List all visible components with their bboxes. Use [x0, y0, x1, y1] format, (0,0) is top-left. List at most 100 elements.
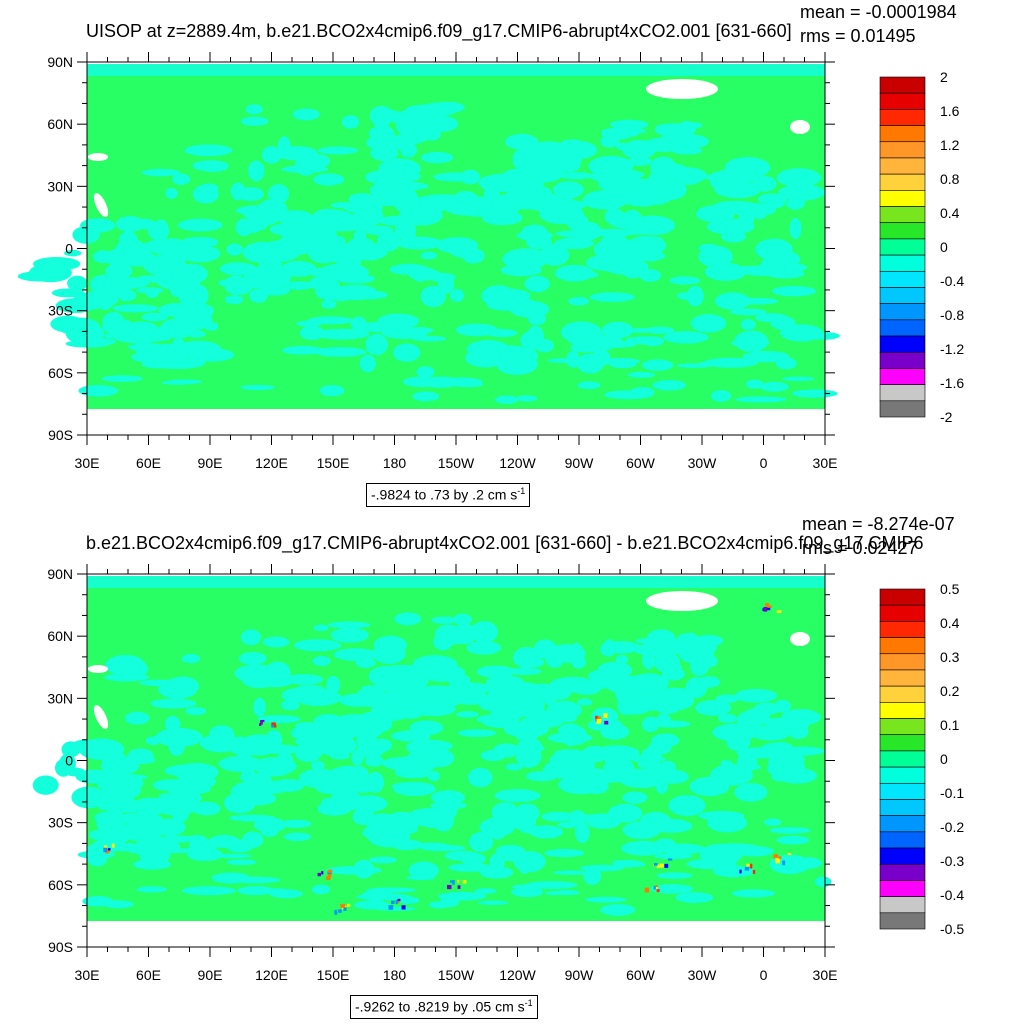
- anomaly-patch: [582, 779, 609, 795]
- range-text: -.9262 to .8219 by .05 cm s: [355, 998, 525, 1015]
- anomaly-patch: [627, 156, 653, 166]
- anomaly-patch: [72, 226, 100, 244]
- anomaly-patch: [154, 238, 189, 257]
- anomaly-patch: [426, 115, 459, 132]
- anomaly-patch: [600, 234, 629, 249]
- anomaly-patch: [589, 170, 634, 183]
- anomaly-speck: [260, 720, 263, 725]
- anomaly-patch: [391, 781, 434, 791]
- anomaly-patch: [541, 811, 575, 822]
- anomaly-patch: [333, 284, 378, 301]
- anomaly-patch: [487, 686, 508, 707]
- anomaly-patch: [212, 853, 252, 859]
- anomaly-patch: [617, 699, 636, 715]
- anomaly-patch: [611, 859, 642, 865]
- colorbar-swatch: [879, 109, 926, 126]
- colorbar-label: -0.3: [940, 853, 964, 869]
- anomaly-patch: [637, 701, 658, 712]
- anomaly-patch: [224, 294, 244, 305]
- anomaly-patch: [395, 121, 408, 133]
- anomaly-patch: [742, 350, 790, 363]
- anomaly-patch: [630, 386, 655, 398]
- contour-range-label: -.9262 to .8219 by .05 cm s-1: [350, 995, 538, 1020]
- colorbar-swatch: [879, 335, 926, 353]
- anomaly-patch: [251, 742, 269, 755]
- anomaly-patch: [399, 204, 443, 226]
- anomaly-patch: [650, 884, 694, 894]
- anomaly-patch: [661, 661, 682, 676]
- anomaly-speck: [347, 903, 351, 907]
- anomaly-patch: [355, 657, 376, 669]
- missing-data-patch: [790, 120, 810, 134]
- anomaly-speck: [107, 848, 111, 851]
- anomaly-speck: [103, 845, 108, 850]
- anomaly-speck: [765, 607, 771, 611]
- colorbar-swatch: [879, 863, 926, 881]
- y-tick-label: 30S: [48, 303, 73, 319]
- anomaly-patch: [374, 643, 396, 658]
- anomaly-patch: [777, 757, 805, 777]
- anomaly-speck: [447, 884, 452, 890]
- anomaly-patch: [549, 750, 597, 771]
- anomaly-patch: [161, 380, 196, 385]
- anomaly-patch: [495, 395, 519, 404]
- anomaly-patch: [314, 346, 367, 357]
- anomaly-patch: [226, 243, 243, 256]
- anomaly-patch: [340, 790, 359, 812]
- anomaly-patch: [191, 344, 222, 356]
- anomaly-patch: [712, 723, 759, 742]
- anomaly-patch: [312, 655, 331, 666]
- anomaly-patch: [641, 716, 660, 733]
- anomaly-patch: [315, 282, 344, 301]
- colorbar-label: 0.5: [940, 581, 960, 597]
- anomaly-patch: [502, 248, 549, 270]
- anomaly-patch: [249, 288, 268, 303]
- anomaly-patch: [167, 301, 215, 321]
- anomaly-patch: [627, 371, 656, 378]
- anomaly-patch: [234, 664, 280, 683]
- anomaly-patch: [521, 224, 548, 238]
- y-tick-label: 90N: [47, 54, 73, 70]
- anomaly-patch: [444, 850, 481, 861]
- anomaly-patch: [704, 262, 747, 281]
- anomaly-patch: [593, 340, 637, 348]
- anomaly-speck: [656, 889, 660, 892]
- anomaly-patch: [271, 779, 305, 792]
- anomaly-patch: [394, 612, 422, 626]
- anomaly-patch: [629, 755, 666, 763]
- anomaly-patch: [148, 222, 165, 240]
- anomaly-patch: [431, 101, 465, 113]
- anomaly-patch: [769, 827, 811, 834]
- anomaly-patch: [333, 648, 378, 662]
- anomaly-speck: [597, 716, 601, 721]
- anomaly-patch: [589, 292, 636, 302]
- anomaly-patch: [141, 361, 177, 369]
- anomaly-patch: [552, 870, 590, 875]
- anomaly-patch: [734, 783, 768, 802]
- anomaly-patch: [537, 186, 552, 200]
- anomaly-speck: [343, 907, 347, 911]
- anomaly-patch: [181, 886, 237, 896]
- x-tick-label: 120E: [255, 455, 288, 471]
- anomaly-patch: [568, 297, 589, 306]
- anomaly-patch: [321, 299, 337, 309]
- range-text: -.9824 to .73 by .2 cm s: [371, 486, 518, 503]
- colorbar-swatch: [879, 238, 926, 256]
- anomaly-patch: [350, 316, 367, 332]
- anomaly-patch: [774, 699, 792, 713]
- anomaly-patch: [280, 819, 312, 828]
- anomaly-patch: [32, 257, 81, 271]
- x-tick-label: 60E: [136, 455, 161, 471]
- anomaly-patch: [776, 835, 810, 845]
- anomaly-patch: [317, 146, 359, 155]
- y-tick-label: 30S: [48, 815, 73, 831]
- missing-data-patch: [646, 591, 718, 611]
- anomaly-patch: [622, 791, 648, 804]
- colorbar-swatch: [879, 287, 926, 304]
- x-tick-label: 30E: [813, 455, 838, 471]
- anomaly-patch: [706, 218, 755, 235]
- anomaly-patch: [398, 896, 420, 904]
- anomaly-speck: [321, 870, 324, 875]
- anomaly-speck: [395, 900, 398, 905]
